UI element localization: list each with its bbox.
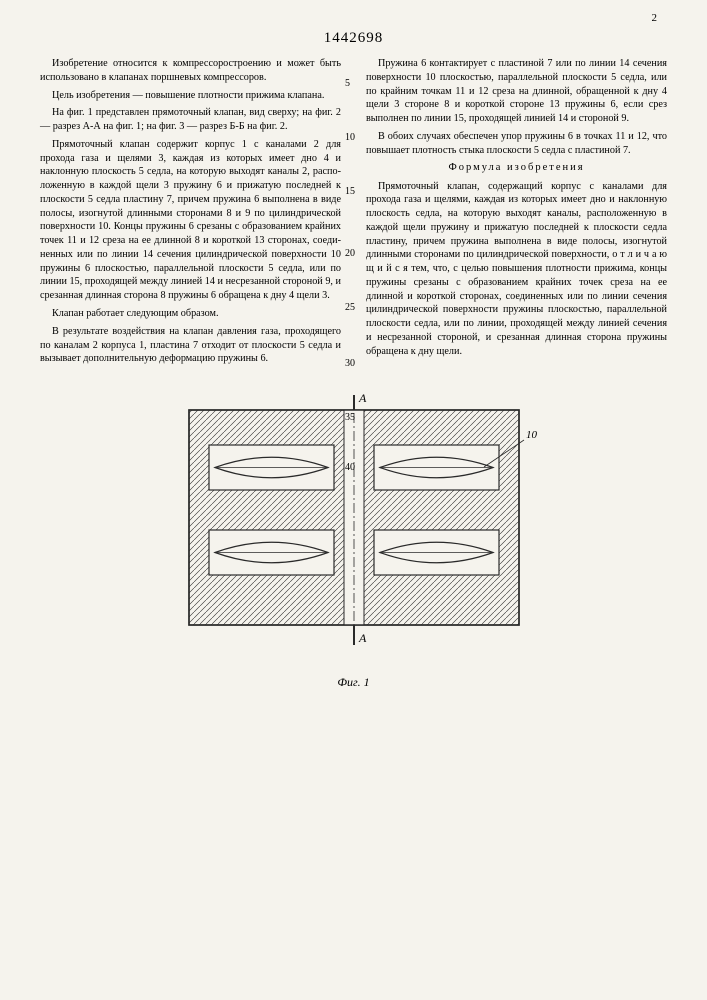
line-number: 25: [345, 302, 355, 313]
paragraph: Изобретение относится к компрес­соростро…: [40, 57, 341, 85]
svg-text:А: А: [358, 631, 367, 645]
paragraph: Прямоточный клапан содержит кор­пус 1 с …: [40, 138, 341, 303]
figure-1: А А 10 Фиг. 1: [40, 390, 667, 690]
paragraph: Цель изобретения — повышение плот­ности …: [40, 89, 341, 103]
line-number: 5: [345, 78, 350, 89]
text-columns: Изобретение относится к компрес­соростро…: [40, 57, 667, 370]
line-number: 40: [345, 462, 355, 473]
patent-number: 1442698: [40, 30, 667, 47]
svg-text:10: 10: [526, 429, 538, 441]
page-number-right: 2: [652, 12, 658, 24]
figure-label: Фиг. 1: [40, 675, 667, 690]
paragraph: Пружина 6 контактирует с пласти­ной 7 ил…: [366, 57, 667, 126]
paragraph: На фиг. 1 представлен прямоточный клапан…: [40, 106, 341, 134]
paragraph: Клапан работает следующим образом.: [40, 307, 341, 321]
svg-text:А: А: [358, 391, 367, 405]
line-number: 10: [345, 132, 355, 143]
formula-heading: Формула изобретения: [366, 161, 667, 175]
line-number: 35: [345, 412, 355, 423]
paragraph: Прямоточный клапан, содержащий корпус с …: [366, 180, 667, 359]
paragraph: В результате воздействия на кла­пан давл…: [40, 325, 341, 366]
left-column: Изобретение относится к компрес­соростро…: [40, 57, 341, 370]
line-number: 15: [345, 186, 355, 197]
right-column: Пружина 6 контактирует с пласти­ной 7 ил…: [366, 57, 667, 370]
line-number: 20: [345, 248, 355, 259]
paragraph: В обоих случаях обеспечен упор пружины 6…: [366, 130, 667, 158]
line-number: 30: [345, 358, 355, 369]
